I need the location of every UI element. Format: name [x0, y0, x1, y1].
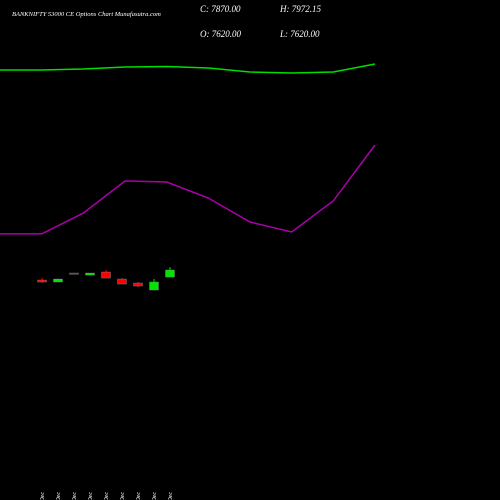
- x-tick-label: 24 Dec: [103, 492, 110, 500]
- x-tick-label: 31 Dec: [168, 492, 174, 500]
- x-tick-label: 19 Dec: [56, 492, 62, 500]
- candle-body: [133, 282, 143, 287]
- ohlc-close: C: 7870.00: [200, 4, 241, 14]
- indicator-line: [0, 144, 376, 235]
- candle-body: [69, 272, 79, 275]
- x-tick-label: 23 Dec: [88, 492, 94, 500]
- ohlc-open: O: 7620.00: [200, 29, 241, 39]
- candle-body: [101, 271, 111, 279]
- chart-title: BANKNIFTY 53000 CE Options Chart Munafas…: [12, 11, 161, 18]
- candle-body: [37, 279, 47, 283]
- x-tick-label: 26 Dec: [120, 492, 126, 500]
- indicator-line: [0, 63, 376, 74]
- candle-body: [53, 278, 63, 283]
- x-tick-label: 22 Dec: [72, 492, 78, 500]
- x-tick-label: 30 Dec: [152, 492, 158, 500]
- x-tick-label: 18 Dec: [40, 492, 46, 500]
- x-tick-label: 29 Dec: [136, 492, 142, 500]
- candle-body: [117, 278, 127, 285]
- candle-body: [165, 269, 175, 278]
- ohlc-low: L: 7620.00: [279, 29, 320, 39]
- candle-body: [149, 281, 159, 291]
- candle-body: [85, 272, 95, 276]
- ohlc-high: H: 7972.15: [279, 4, 321, 14]
